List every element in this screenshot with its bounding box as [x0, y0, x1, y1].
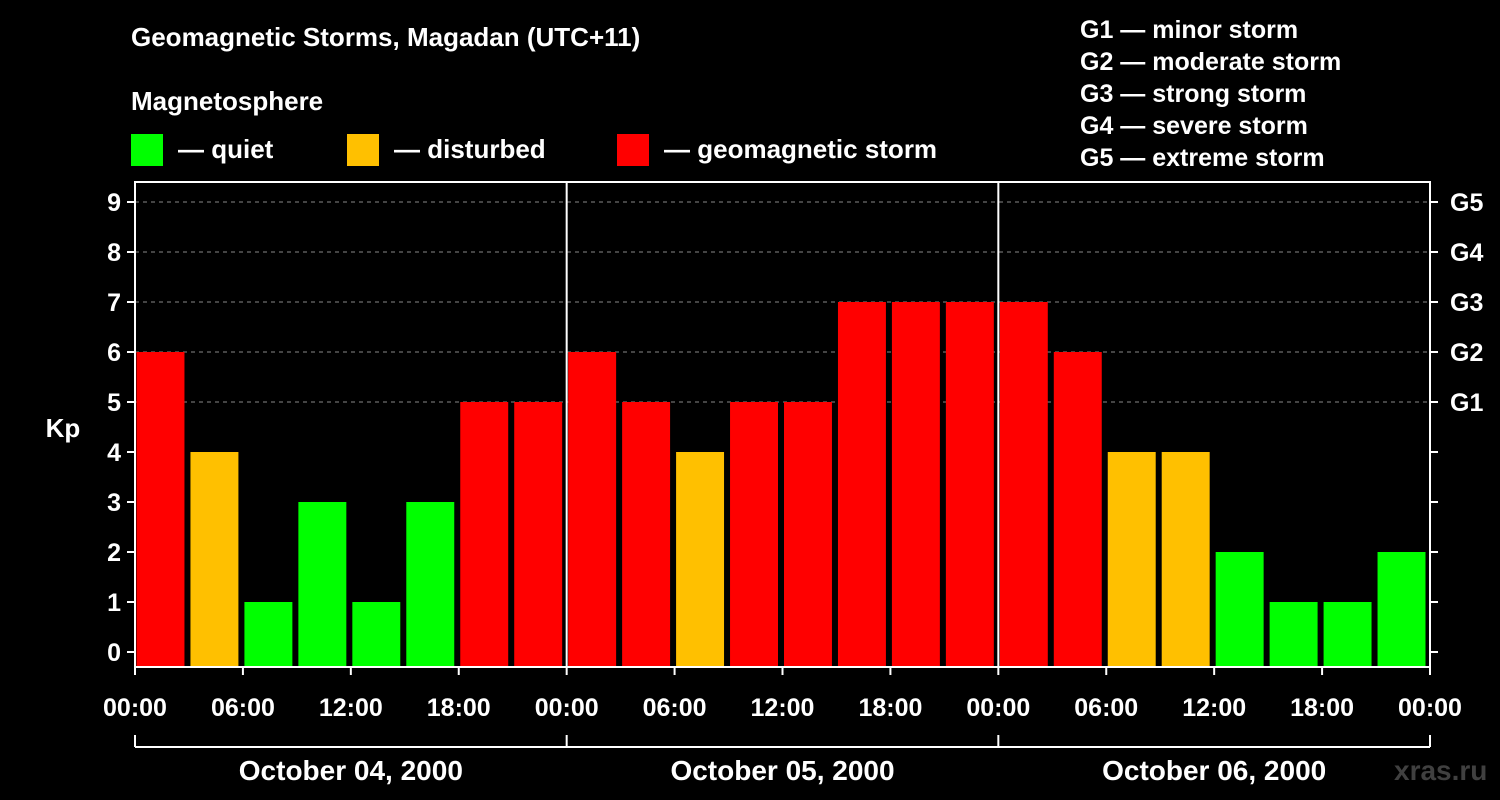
kp-bar — [1269, 602, 1318, 667]
g-scale-g2: G2 — moderate storm — [1080, 48, 1342, 76]
x-tick-label: 00:00 — [103, 694, 167, 722]
legend-label-storm: — geomagnetic storm — [664, 134, 938, 164]
g-scale-g4: G4 — severe storm — [1080, 112, 1308, 140]
g-scale-g1: G1 — minor storm — [1080, 16, 1299, 44]
kp-bar — [622, 402, 671, 667]
y-tick-label: 6 — [107, 339, 121, 367]
x-tick-label: 18:00 — [858, 694, 922, 722]
kp-bar — [514, 402, 563, 667]
g-scale-tick-label: G3 — [1450, 289, 1483, 317]
credit-watermark: xras.ru — [1394, 755, 1488, 786]
kp-bar — [999, 302, 1048, 667]
y-tick-label: 5 — [107, 389, 121, 417]
y-axis-label: Kp — [46, 413, 81, 443]
x-tick-label: 12:00 — [1182, 694, 1246, 722]
date-label: October 04, 2000 — [239, 755, 463, 786]
chart-title: Geomagnetic Storms, Magadan (UTC+11) — [131, 22, 641, 52]
g-scale-legend: G1 — minor storm G2 — moderate storm G3 … — [1080, 14, 1341, 174]
x-tick-label: 18:00 — [1290, 694, 1354, 722]
kp-bar — [784, 402, 832, 667]
kp-bar — [136, 352, 185, 667]
kp-bar — [406, 502, 455, 667]
chart-subtitle: Magnetosphere — [131, 86, 324, 116]
legend-swatch-storm — [617, 134, 649, 166]
y-tick-label: 3 — [107, 489, 121, 517]
g-scale-g5: G5 — extreme storm — [1080, 144, 1325, 172]
kp-bar — [1161, 452, 1210, 667]
y-tick-label: 1 — [107, 589, 121, 617]
legend-swatch-disturbed — [347, 134, 379, 166]
date-label: October 05, 2000 — [670, 755, 894, 786]
grid-layer — [135, 201, 1430, 403]
kp-bar — [891, 302, 940, 667]
kp-bar — [730, 402, 778, 667]
kp-bar — [1053, 352, 1102, 667]
x-tick-label: 12:00 — [319, 694, 383, 722]
bar-layer — [136, 302, 1426, 667]
x-tick-label: 00:00 — [535, 694, 599, 722]
legend-swatch-quiet — [131, 134, 163, 166]
y-tick-label: 2 — [107, 539, 121, 567]
legend-storm: — geomagnetic storm — [617, 132, 957, 168]
x-tick-label: 06:00 — [211, 694, 275, 722]
y-tick-label: 9 — [107, 189, 121, 217]
kp-bar — [352, 602, 401, 667]
date-label: October 06, 2000 — [1102, 755, 1326, 786]
kp-bar — [568, 352, 617, 667]
x-tick-label: 06:00 — [1074, 694, 1138, 722]
legend-disturbed: — disturbed — [347, 132, 577, 168]
x-tick-label: 00:00 — [1398, 694, 1462, 722]
kp-bar — [1107, 452, 1156, 667]
axis-layer: 0 1 2 3 4 5 6 7 8 9 G1 G2 G3 G4 G5 00:00 06:00 12:00 18:00… — [103, 181, 1483, 786]
kp-bar — [244, 602, 293, 667]
x-tick-label: 18:00 — [427, 694, 491, 722]
y-tick-label: 0 — [107, 639, 121, 667]
g-scale-tick-label: G2 — [1450, 339, 1483, 367]
g-scale-tick-label: G1 — [1450, 389, 1483, 417]
g-scale-g3: G3 — strong storm — [1080, 80, 1307, 108]
x-tick-label: 12:00 — [751, 694, 815, 722]
g-scale-tick-label: G4 — [1450, 239, 1483, 267]
y-tick-label: 8 — [107, 239, 121, 267]
kp-bar — [837, 302, 886, 667]
g-scale-tick-label: G5 — [1450, 189, 1483, 217]
y-tick-label: 7 — [107, 289, 121, 317]
kp-bar — [1377, 552, 1426, 667]
x-tick-label: 06:00 — [643, 694, 707, 722]
kp-bar — [945, 302, 994, 667]
legend-quiet: — quiet — [131, 132, 331, 168]
kp-bar — [460, 402, 509, 667]
kp-bar — [190, 452, 239, 667]
kp-bar — [1215, 552, 1264, 667]
legend-label-quiet: — quiet — [178, 134, 274, 164]
kp-bar — [1323, 602, 1372, 667]
y-tick-label: 4 — [107, 439, 121, 467]
kp-bar — [676, 452, 725, 667]
x-tick-label: 00:00 — [966, 694, 1030, 722]
kp-bar — [298, 502, 347, 667]
legend-label-disturbed: — disturbed — [394, 134, 546, 164]
